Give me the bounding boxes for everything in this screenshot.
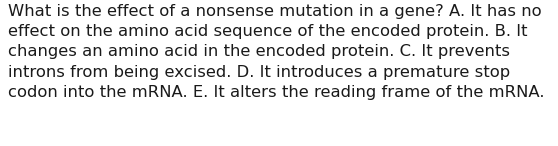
Text: What is the effect of a nonsense mutation in a gene? A. It has no
effect on the : What is the effect of a nonsense mutatio…	[8, 4, 545, 100]
